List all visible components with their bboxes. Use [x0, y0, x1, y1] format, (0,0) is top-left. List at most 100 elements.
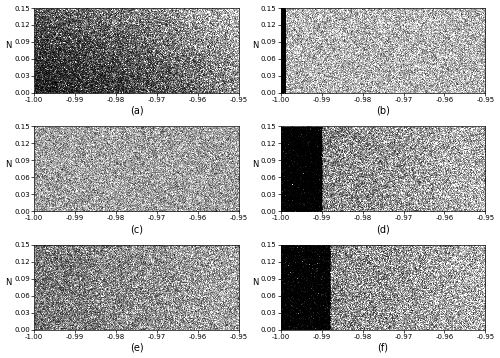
Point	[60, 86, 68, 92]
Point	[307, 14, 315, 20]
Point	[43, 313, 51, 319]
Point	[187, 79, 195, 84]
Point	[299, 154, 307, 160]
Point	[294, 304, 302, 310]
Point	[200, 131, 208, 136]
Point	[323, 248, 331, 254]
Point	[283, 296, 291, 301]
Point	[368, 40, 376, 45]
Point	[310, 282, 318, 288]
Point	[304, 309, 312, 314]
Point	[48, 32, 56, 37]
Point	[410, 75, 418, 81]
Point	[440, 89, 448, 95]
Point	[144, 190, 152, 195]
Point	[412, 40, 420, 45]
Point	[53, 191, 61, 197]
Point	[132, 242, 140, 248]
Point	[144, 179, 152, 185]
Point	[406, 131, 413, 136]
Point	[348, 259, 356, 265]
Point	[46, 51, 54, 57]
Point	[214, 163, 222, 169]
Point	[305, 275, 313, 281]
Point	[306, 179, 314, 184]
Point	[280, 137, 287, 142]
Point	[296, 246, 304, 252]
Point	[227, 139, 235, 145]
Point	[288, 147, 296, 153]
Point	[312, 143, 320, 149]
Point	[360, 203, 368, 209]
Point	[303, 155, 311, 161]
Point	[403, 125, 411, 130]
Point	[95, 169, 103, 174]
Point	[306, 156, 314, 161]
Point	[286, 277, 294, 282]
Point	[369, 198, 377, 203]
Point	[70, 201, 78, 207]
Point	[148, 57, 156, 62]
Point	[290, 142, 298, 147]
Point	[455, 150, 463, 156]
Point	[142, 136, 150, 141]
Point	[62, 40, 70, 45]
Point	[316, 166, 324, 172]
Point	[356, 160, 364, 165]
Point	[144, 41, 152, 47]
Point	[417, 163, 425, 169]
Point	[148, 140, 156, 145]
Point	[162, 31, 170, 37]
Point	[293, 187, 301, 193]
Point	[122, 246, 130, 251]
Point	[148, 245, 156, 251]
Point	[96, 174, 104, 179]
Point	[316, 270, 324, 276]
Point	[462, 66, 469, 72]
Point	[420, 8, 428, 14]
Point	[112, 258, 120, 264]
Point	[62, 130, 70, 135]
Point	[330, 21, 338, 26]
Point	[432, 154, 440, 159]
Point	[232, 136, 240, 141]
Point	[70, 290, 78, 296]
Point	[86, 157, 94, 163]
Point	[278, 55, 285, 61]
Point	[126, 71, 134, 76]
Point	[288, 90, 296, 96]
Point	[212, 317, 220, 323]
Point	[320, 124, 328, 130]
Point	[64, 295, 72, 301]
Point	[308, 294, 316, 299]
Point	[162, 145, 170, 151]
Point	[280, 53, 287, 58]
Point	[75, 58, 83, 63]
Point	[202, 54, 210, 59]
Point	[83, 322, 91, 328]
Point	[96, 12, 104, 18]
Point	[416, 39, 424, 45]
Point	[312, 312, 320, 318]
Point	[234, 67, 242, 73]
Point	[286, 72, 294, 78]
Point	[182, 60, 190, 66]
Point	[44, 55, 52, 61]
Point	[316, 253, 324, 258]
Point	[296, 274, 304, 280]
Point	[287, 278, 295, 284]
Point	[324, 35, 332, 41]
Point	[298, 197, 306, 203]
Point	[154, 143, 162, 149]
Point	[284, 293, 292, 299]
Point	[80, 289, 88, 294]
Point	[162, 22, 170, 28]
Point	[421, 72, 429, 78]
Point	[72, 74, 80, 80]
Point	[188, 318, 196, 324]
Point	[214, 183, 222, 189]
Point	[350, 193, 358, 199]
Point	[157, 88, 165, 94]
Point	[299, 154, 307, 160]
Point	[280, 201, 288, 207]
